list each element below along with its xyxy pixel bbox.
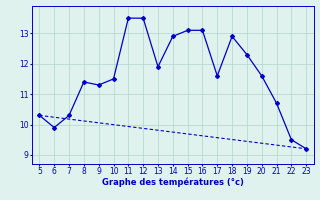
X-axis label: Graphe des températures (°c): Graphe des températures (°c) [102,178,244,187]
